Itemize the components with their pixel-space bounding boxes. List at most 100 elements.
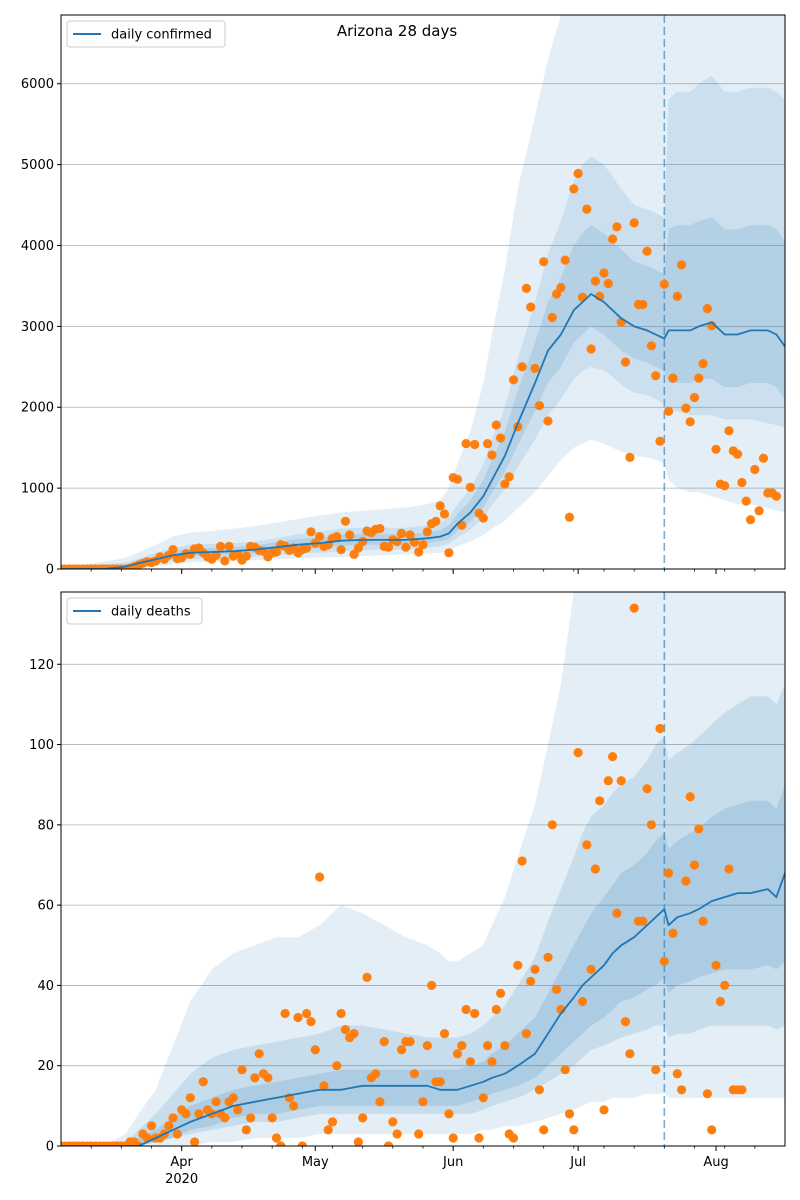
confirmed-observed-point	[431, 516, 441, 526]
deaths-observed-point	[146, 1121, 157, 1131]
confirmed-observed-point	[500, 479, 510, 489]
deaths-observed-point	[642, 784, 652, 794]
confirmed-observed-point	[689, 392, 700, 403]
deaths-band-2	[61, 784, 785, 1146]
confirmed-observed-point	[750, 464, 760, 475]
deaths-observed-point	[375, 1097, 385, 1107]
confirmed-observed-point	[215, 541, 226, 552]
deaths-observed-point	[715, 996, 726, 1007]
confirmed-observed-point	[672, 291, 682, 301]
deaths-observed-point	[289, 1101, 299, 1111]
deaths-observed-point	[422, 1041, 432, 1051]
deaths-observed-point	[483, 1041, 493, 1051]
deaths-observed-point	[737, 1085, 747, 1095]
deaths-observed-point	[702, 1089, 713, 1099]
confirmed-observed-point	[345, 530, 355, 540]
deaths-observed-point	[164, 1121, 174, 1131]
confirmed-observed-point	[530, 363, 540, 373]
confirmed-observed-point	[745, 515, 756, 525]
confirmed-observed-point	[534, 401, 545, 411]
deaths-band-1	[61, 684, 785, 1146]
confirmed-y-tick-label: 4000	[21, 239, 54, 254]
confirmed-observed-point	[332, 532, 342, 542]
confirmed-observed-point	[496, 433, 506, 443]
deaths-observed-point	[353, 1137, 363, 1146]
confirmed-legend-box	[66, 20, 226, 48]
deaths-y-tick-label: 100	[29, 738, 54, 753]
deaths-observed-point	[582, 840, 592, 850]
deaths-observed-point	[371, 1069, 381, 1079]
deaths-observed-point	[280, 1008, 290, 1019]
confirmed-observed-point	[517, 362, 527, 372]
deaths-observed-point	[685, 792, 695, 802]
deaths-uncertainty-bands	[61, 592, 785, 1146]
deaths-observed-point	[241, 1125, 251, 1135]
deaths-x-tick-label: Apr	[170, 1155, 193, 1170]
confirmed-observed-point	[487, 450, 497, 460]
deaths-observed-point	[383, 1141, 394, 1146]
confirmed-observed-point	[564, 512, 575, 522]
deaths-observed-point	[543, 952, 553, 962]
deaths-observed-point	[323, 1125, 333, 1135]
deaths-observed-point	[409, 1069, 419, 1079]
deaths-observed-point	[590, 864, 601, 874]
deaths-observed-point	[181, 1109, 191, 1119]
deaths-observed-point	[564, 1109, 575, 1119]
confirmed-observed-point	[401, 542, 411, 552]
confirmed-observed-point	[754, 506, 764, 516]
confirmed-observed-point	[418, 540, 428, 550]
deaths-observed-point	[573, 748, 583, 758]
deaths-y-tick-label: 20	[37, 1059, 54, 1074]
confirmed-observed-point	[659, 279, 669, 289]
deaths-observed-point	[659, 956, 669, 966]
confirmed-observed-point	[603, 278, 613, 289]
deaths-observed-point	[474, 1133, 484, 1143]
confirmed-observed-point	[306, 527, 316, 537]
deaths-observed-point	[457, 1041, 467, 1051]
deaths-observed-point	[552, 984, 562, 995]
deaths-observed-point	[297, 1141, 307, 1146]
confirmed-observed-point	[629, 218, 639, 228]
confirmed-observed-point	[741, 496, 751, 506]
deaths-observed-point	[720, 980, 730, 991]
deaths-x-tick-label: Jul	[569, 1155, 586, 1170]
confirmed-observed-point	[478, 513, 488, 523]
deaths-y-tick-label: 40	[37, 979, 54, 994]
confirmed-observed-point	[439, 509, 450, 519]
confirmed-observed-point	[560, 255, 570, 265]
deaths-observed-point	[263, 1073, 273, 1083]
confirmed-observed-point	[465, 482, 475, 492]
deaths-observed-point	[689, 860, 700, 870]
deaths-observed-point	[392, 1129, 402, 1139]
confirmed-observed-point	[599, 268, 609, 278]
deaths-observed-point	[327, 1117, 338, 1127]
confirmed-chart-title: Arizona 28 days	[337, 22, 458, 40]
deaths-y-tick-label: 80	[37, 818, 54, 833]
deaths-observed-point	[478, 1093, 488, 1103]
confirmed-observed-point	[491, 420, 501, 430]
deaths-observed-point	[599, 1105, 609, 1115]
confirmed-observed-point	[405, 530, 415, 540]
deaths-observed-point	[513, 960, 523, 970]
deaths-observed-point	[612, 908, 622, 918]
confirmed-observed-point	[724, 426, 734, 436]
deaths-observed-point	[237, 1065, 247, 1075]
confirmed-observed-point	[383, 542, 394, 552]
deaths-observed-point	[638, 916, 648, 926]
confirmed-observed-point	[569, 184, 579, 194]
confirmed-observed-point	[271, 547, 282, 557]
deaths-observed-point	[724, 864, 734, 874]
confirmed-observed-point	[737, 477, 747, 488]
confirmed-observed-point	[444, 548, 454, 558]
confirmed-y-tick-label: 3000	[21, 320, 54, 335]
confirmed-observed-point	[452, 474, 463, 484]
confirmed-observed-point	[711, 444, 721, 454]
deaths-observed-point	[534, 1085, 545, 1095]
deaths-observed-point	[698, 916, 708, 926]
confirmed-y-tick-label: 0	[46, 563, 54, 578]
deaths-observed-point	[608, 752, 618, 762]
confirmed-observed-point	[302, 543, 312, 553]
deaths-observed-point	[569, 1125, 579, 1135]
deaths-observed-point	[681, 876, 691, 886]
